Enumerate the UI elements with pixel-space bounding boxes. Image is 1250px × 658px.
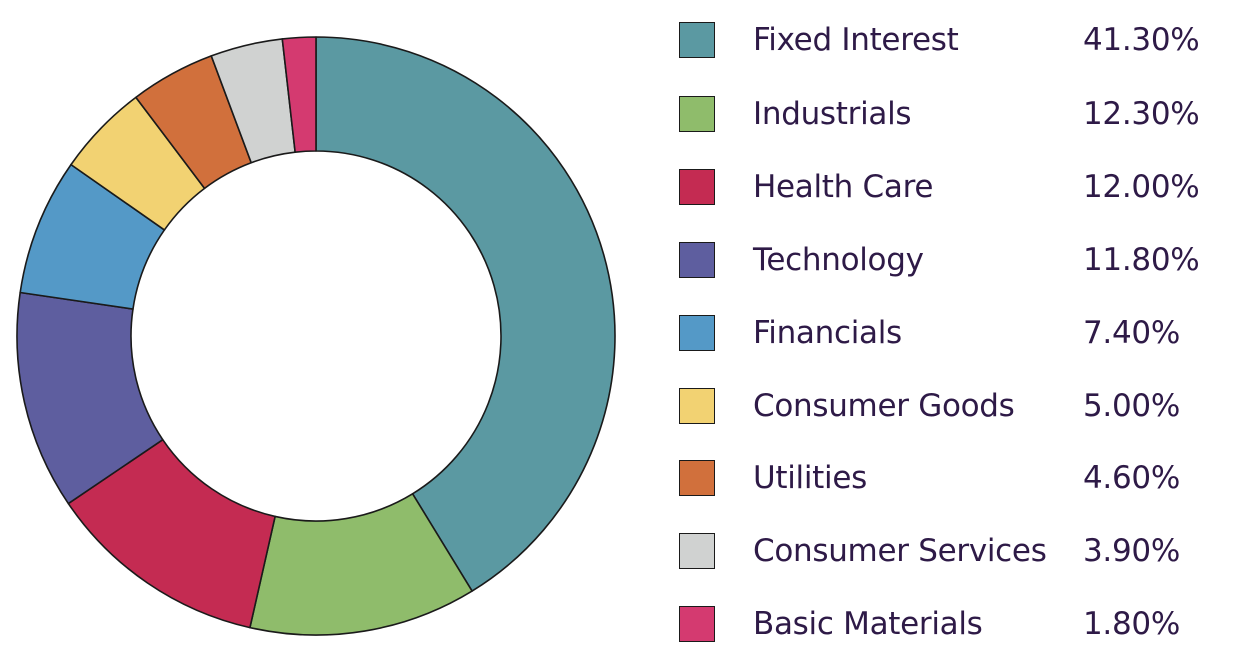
legend-swatch bbox=[679, 169, 715, 205]
legend-item-basic-materials: Basic Materials 1.80% bbox=[679, 604, 1250, 644]
legend-swatch bbox=[679, 533, 715, 569]
legend-label: Utilities bbox=[753, 460, 867, 496]
legend-item-utilities: Utilities 4.60% bbox=[679, 458, 1250, 498]
legend-value: 11.80% bbox=[1083, 242, 1200, 278]
legend-item-consumer-goods: Consumer Goods 5.00% bbox=[679, 386, 1250, 426]
legend-value: 1.80% bbox=[1083, 606, 1180, 642]
legend-swatch bbox=[679, 388, 715, 424]
legend-swatch bbox=[679, 22, 715, 58]
legend-swatch bbox=[679, 315, 715, 351]
donut-chart bbox=[16, 36, 616, 636]
donut-slice-basic-materials bbox=[281, 36, 317, 153]
legend-item-industrials: Industrials 12.30% bbox=[679, 94, 1250, 134]
legend-label: Technology bbox=[753, 242, 924, 278]
legend-item-fixed-interest: Fixed Interest 41.30% bbox=[679, 20, 1250, 60]
legend-item-financials: Financials 7.40% bbox=[679, 313, 1250, 353]
chart-legend: Fixed Interest 41.30% Industrials 12.30%… bbox=[679, 0, 1250, 658]
legend-label: Health Care bbox=[753, 169, 934, 205]
legend-swatch bbox=[679, 606, 715, 642]
legend-label: Basic Materials bbox=[753, 606, 983, 642]
legend-swatch bbox=[679, 242, 715, 278]
legend-value: 12.30% bbox=[1083, 96, 1200, 132]
legend-label: Consumer Goods bbox=[753, 388, 1015, 424]
legend-value: 5.00% bbox=[1083, 388, 1180, 424]
legend-label: Industrials bbox=[753, 96, 912, 132]
legend-label: Financials bbox=[753, 315, 902, 351]
legend-item-health-care: Health Care 12.00% bbox=[679, 167, 1250, 207]
legend-value: 41.30% bbox=[1083, 22, 1200, 58]
legend-swatch bbox=[679, 96, 715, 132]
legend-value: 12.00% bbox=[1083, 169, 1200, 205]
legend-item-technology: Technology 11.80% bbox=[679, 240, 1250, 280]
legend-swatch bbox=[679, 460, 715, 496]
legend-label: Fixed Interest bbox=[753, 22, 959, 58]
legend-value: 3.90% bbox=[1083, 533, 1180, 569]
legend-value: 7.40% bbox=[1083, 315, 1180, 351]
legend-value: 4.60% bbox=[1083, 460, 1180, 496]
donut-slice-fixed-interest bbox=[315, 36, 616, 592]
legend-label: Consumer Services bbox=[753, 533, 1047, 569]
legend-item-consumer-services: Consumer Services 3.90% bbox=[679, 531, 1250, 571]
